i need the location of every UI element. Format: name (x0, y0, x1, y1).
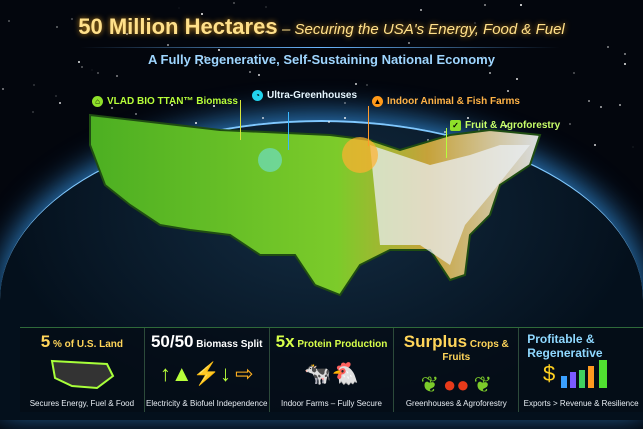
us-map-icon (20, 352, 144, 396)
panel-profitable: Profitable & Regenerative $ Exports > Rev… (519, 328, 643, 412)
star (178, 7, 180, 9)
star (569, 123, 571, 125)
farm-lights (342, 137, 378, 173)
star (489, 72, 491, 74)
label-text: Ultra-Greenhouses (267, 90, 357, 101)
star (573, 72, 575, 74)
subtitle: A Fully Regenerative, Self-Sustaining Na… (0, 52, 643, 67)
greenhouse-icon: ◔ (252, 90, 263, 101)
usa-map (70, 105, 560, 305)
greenhouse-glow (258, 148, 282, 172)
label-agroforestry: ✓ Fruit & Agroforestry (450, 120, 560, 131)
leaf-house-icon: ⌂ (92, 96, 103, 107)
star (600, 106, 602, 108)
panel-biomass: 50/50 Biomass Split ↑▲⚡↓ ⇨ Electricity & … (145, 328, 270, 412)
label-text: Fruit & Agroforestry (465, 120, 560, 131)
star (218, 49, 220, 51)
panel-headline: 5 (41, 332, 50, 351)
leader-line (446, 128, 447, 158)
panel-caption: Secures Energy, Fuel & Food (20, 399, 144, 408)
star (116, 75, 118, 77)
panel-land: 5 % of U.S. Land Secures Energy, Fuel & … (20, 328, 145, 412)
panel-headline: Profitable & (527, 332, 643, 346)
star (55, 95, 57, 97)
panel-caption: Electricity & Biofuel Independence (145, 399, 269, 408)
barn-icon: ▲ (372, 96, 383, 107)
star (97, 72, 99, 74)
star (249, 71, 251, 73)
panel-headline-rest: Biomass Split (196, 339, 262, 350)
panel-headline: Surplus (404, 332, 467, 351)
title-rest: – Securing the USA's Energy, Food & Fuel (282, 21, 565, 38)
leader-line (288, 112, 289, 150)
star (366, 84, 368, 86)
panel-protein: 5x Protein Production 🐄🐔 Indoor Farms – … (270, 328, 395, 412)
panel-headline: 5x (276, 332, 295, 351)
livestock-icon: 🐄🐔 (270, 352, 394, 396)
growth-chart-icon: $ (519, 360, 643, 388)
star (233, 2, 235, 4)
star (420, 9, 422, 11)
star (258, 74, 260, 76)
star (91, 69, 93, 71)
star (344, 102, 346, 104)
star (484, 4, 486, 6)
star (2, 88, 4, 90)
star (607, 46, 609, 48)
panel-headline-rest: % of U.S. Land (53, 339, 123, 350)
label-text: Indoor Animal & Fish Farms (387, 96, 520, 107)
label-biomass: ⌂ VLAD BIO TTAN™ Biomass (92, 96, 238, 107)
panel-surplus: Surplus Crops & Fruits ❦ ●● ❦ Greenhouses … (394, 328, 519, 412)
star (507, 90, 509, 92)
star (516, 78, 518, 80)
panel-headline: 50/50 (151, 332, 194, 351)
star (355, 83, 357, 85)
panel-caption: Exports > Revenue & Resilience (519, 399, 643, 408)
panel-caption: Indoor Farms – Fully Secure (270, 399, 394, 408)
summary-panels: 5 % of U.S. Land Secures Energy, Fuel & … (20, 327, 643, 412)
title-main: 50 Million Hectares (78, 14, 277, 39)
star (520, 4, 522, 6)
star (619, 104, 621, 106)
star (632, 146, 634, 148)
star (265, 6, 267, 8)
title-divider (80, 47, 560, 48)
panel-headline-rest: Regenerative (527, 346, 643, 360)
label-animal-farms: ▲ Indoor Animal & Fish Farms (372, 96, 520, 107)
star (32, 111, 34, 113)
star (167, 44, 169, 46)
star (408, 42, 410, 44)
star (33, 84, 35, 86)
tree-icon: ✓ (450, 120, 461, 131)
panel-headline-rest: Protein Production (297, 339, 387, 350)
page-title: 50 Million Hectares – Securing the USA's… (0, 14, 643, 40)
energy-arrows-icon: ↑▲⚡↓ ⇨ (145, 352, 269, 396)
star (588, 100, 590, 102)
label-text: VLAD BIO TTAN™ Biomass (107, 96, 238, 107)
leader-line (240, 100, 241, 140)
star (59, 102, 61, 104)
leader-line (368, 106, 369, 146)
panel-caption: Greenhouses & Agroforestry (394, 399, 518, 408)
star (594, 144, 596, 146)
label-greenhouses: ◔ Ultra-Greenhouses (252, 90, 357, 101)
